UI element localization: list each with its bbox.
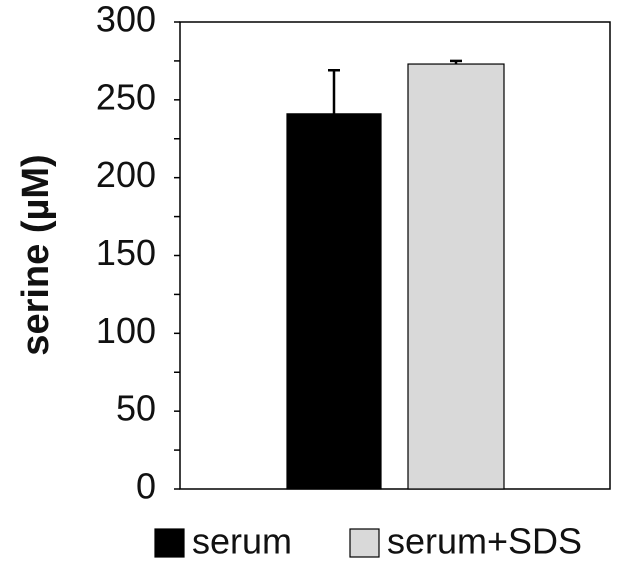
y-tick-label: 200 bbox=[96, 154, 156, 195]
y-tick-label: 100 bbox=[96, 310, 156, 351]
legend-swatch bbox=[349, 528, 380, 558]
bar bbox=[407, 63, 505, 490]
legend-swatch bbox=[154, 528, 185, 558]
y-tick-label: 300 bbox=[96, 0, 156, 40]
y-tick-label: 0 bbox=[136, 466, 156, 507]
y-tick-label: 50 bbox=[116, 388, 156, 429]
y-tick-label: 150 bbox=[96, 232, 156, 273]
y-axis-label: serine (µM) bbox=[15, 154, 57, 355]
legend-label: serum bbox=[192, 521, 292, 562]
y-tick-label: 250 bbox=[96, 76, 156, 117]
bar bbox=[286, 113, 382, 490]
legend-label: serum+SDS bbox=[387, 521, 582, 562]
plot-frame bbox=[179, 21, 611, 490]
